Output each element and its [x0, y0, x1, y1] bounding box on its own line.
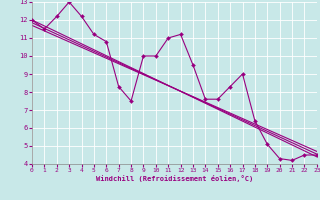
X-axis label: Windchill (Refroidissement éolien,°C): Windchill (Refroidissement éolien,°C) — [96, 175, 253, 182]
